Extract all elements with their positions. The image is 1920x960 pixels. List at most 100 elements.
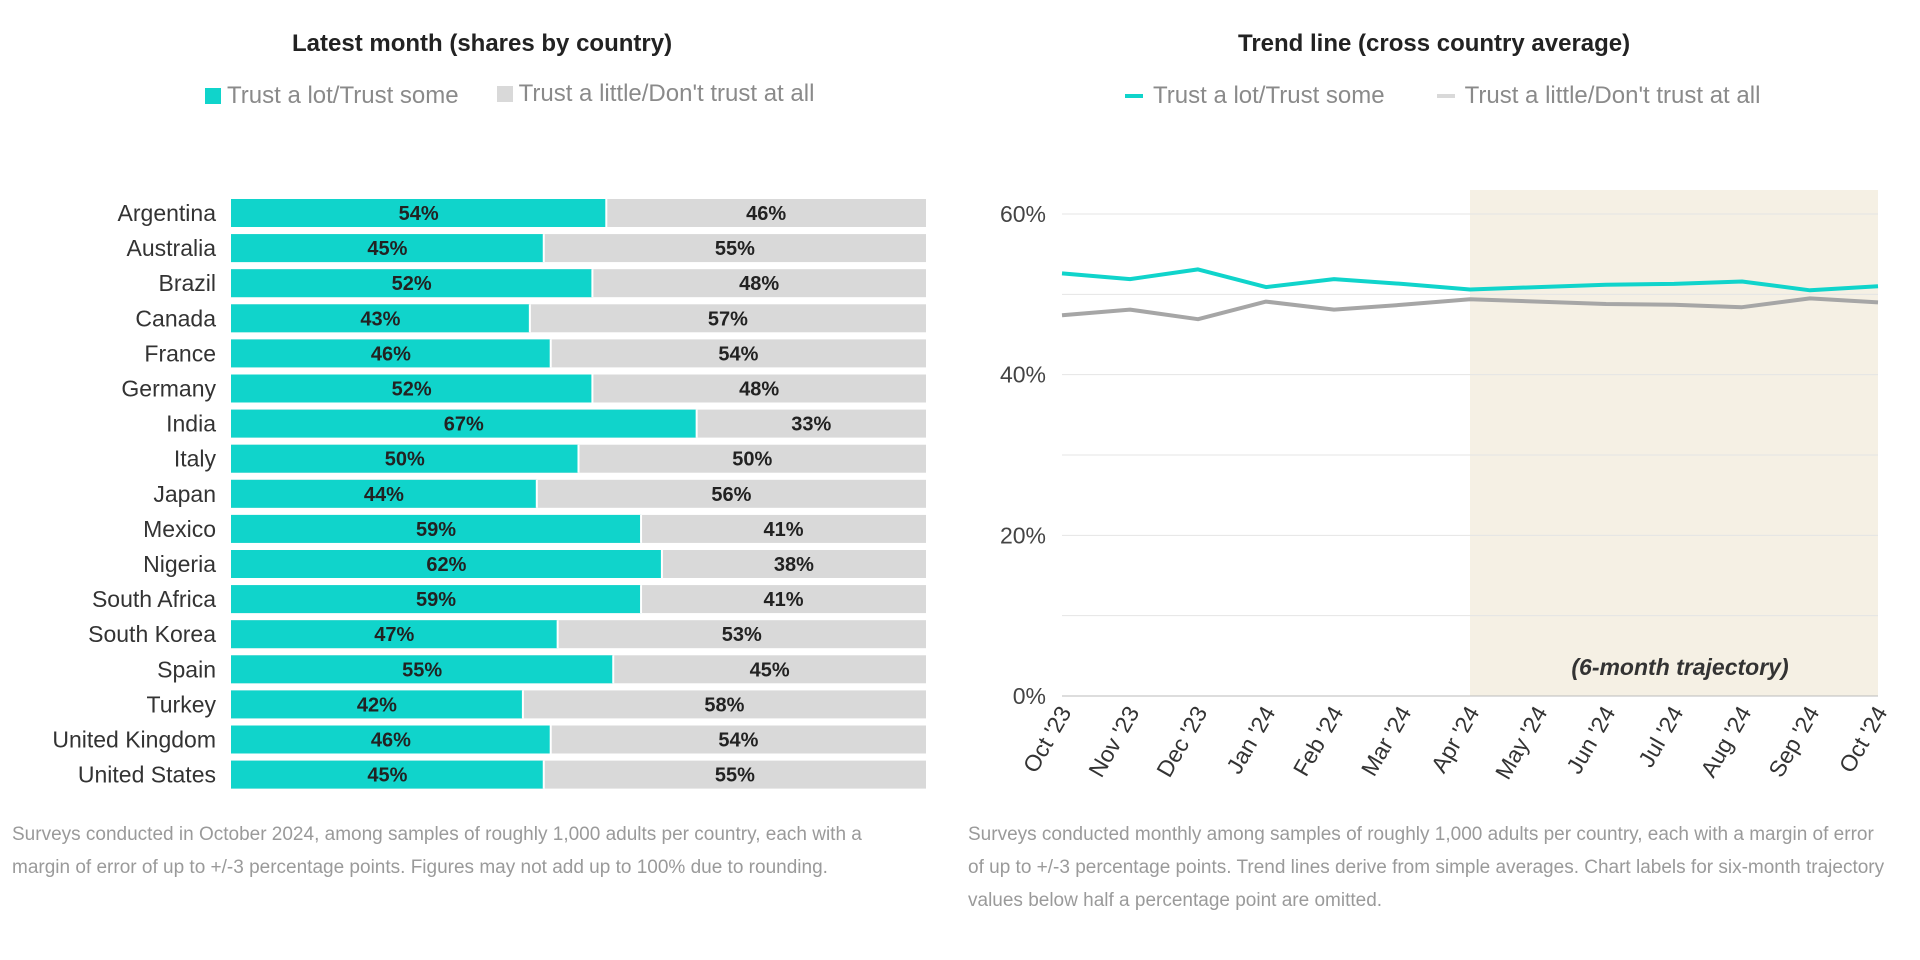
data-label-distrust: 55% (715, 238, 755, 260)
legend-item-distrust: Trust a little/Don't trust at all (496, 80, 815, 108)
data-label-distrust: 53% (722, 624, 762, 646)
right-footnote: Surveys conducted monthly among samples … (968, 824, 1885, 911)
x-tick-label: Mar '24 (1356, 701, 1417, 780)
bar-trust-16 (231, 760, 544, 789)
trajectory-highlight (1470, 190, 1878, 696)
distrust-swatch (496, 86, 513, 102)
category-label: Argentina (118, 200, 217, 226)
y-tick-label: 40% (1000, 362, 1046, 388)
data-label-trust: 45% (367, 238, 407, 260)
data-label-trust: 47% (374, 624, 414, 646)
bar-trust-2 (231, 269, 593, 298)
x-tick-label: Aug '24 (1695, 701, 1756, 781)
data-label-distrust: 56% (711, 484, 751, 506)
legend-label-distrust-line: Trust a little/Don't trust at all (1464, 82, 1761, 109)
data-label-distrust: 48% (739, 273, 779, 295)
category-label: Spain (157, 656, 216, 682)
x-tick-label: May '24 (1490, 701, 1553, 783)
data-label-trust: 50% (385, 449, 425, 471)
bar-trust-7 (231, 444, 579, 473)
legend-label-distrust: Trust a little/Don't trust at all (518, 80, 815, 107)
x-tick-label: Oct '23 (1018, 702, 1077, 777)
category-label: Italy (174, 446, 217, 472)
data-label-distrust: 45% (750, 659, 790, 681)
legend-item-trust-line: Trust a lot/Trust some (1125, 82, 1385, 110)
data-label-trust: 44% (364, 484, 404, 506)
category-label: United States (78, 762, 216, 788)
x-tick-label: Nov '23 (1083, 702, 1144, 782)
category-label: United Kingdom (52, 727, 216, 753)
x-tick-label: Apr '24 (1426, 701, 1485, 777)
data-label-trust: 62% (426, 554, 466, 576)
category-label: South Korea (88, 621, 216, 647)
data-label-trust: 52% (392, 273, 432, 295)
data-label-distrust: 54% (718, 730, 758, 752)
right-legend: Trust a lot/Trust some Trust a little/Do… (1125, 82, 1798, 110)
data-label-trust: 52% (392, 379, 432, 401)
bar-trust-0 (231, 199, 607, 227)
bar-trust-6 (231, 409, 697, 438)
stacked-bar-chart: Argentina 54% 46% Australia 45% 55% Brazil 52% 4… (52, 199, 926, 789)
bar-trust-9 (231, 514, 642, 543)
trajectory-annotation: (6-month trajectory) (1571, 654, 1788, 680)
data-label-trust: 59% (416, 589, 456, 611)
left-chart-title: Latest month (shares by country) (292, 30, 673, 57)
bar-trust-11 (231, 585, 642, 614)
y-tick-label: 60% (1000, 201, 1046, 227)
y-tick-label: 0% (1013, 683, 1046, 709)
legend-label-trust: Trust a lot/Trust some (227, 82, 459, 109)
trust-line-swatch (1125, 94, 1143, 98)
data-label-trust: 42% (357, 694, 397, 716)
trust-swatch (205, 88, 221, 104)
data-label-distrust: 57% (708, 308, 748, 330)
data-label-distrust: 33% (791, 414, 831, 436)
right-chart-title: Trend line (cross country average) (1238, 30, 1631, 57)
bar-trust-13 (231, 655, 614, 684)
category-label: Brazil (158, 270, 216, 296)
x-tick-label: Jul '24 (1633, 701, 1689, 771)
data-label-trust: 67% (444, 414, 484, 436)
bar-trust-15 (231, 725, 551, 754)
data-label-distrust: 48% (739, 379, 779, 401)
legend-label-trust-line: Trust a lot/Trust some (1153, 82, 1385, 109)
category-label: Japan (153, 481, 216, 507)
data-label-distrust: 46% (746, 203, 786, 225)
left-legend: Trust a lot/Trust some Trust a little/Do… (205, 80, 852, 110)
data-label-distrust: 54% (718, 343, 758, 365)
bar-trust-1 (231, 234, 544, 263)
x-tick-label: Oct '24 (1834, 701, 1893, 777)
category-label: Turkey (147, 691, 217, 717)
category-label: Canada (135, 305, 216, 331)
bar-trust-5 (231, 374, 593, 403)
left-footnote: Surveys conducted in October 2024, among… (12, 824, 862, 878)
category-label: India (166, 411, 216, 437)
x-tick-label: Jun '24 (1561, 701, 1620, 778)
category-label: Nigeria (143, 551, 216, 577)
legend-item-distrust-line: Trust a little/Don't trust at all (1436, 82, 1761, 110)
category-label: Australia (127, 235, 217, 261)
x-tick-label: Feb '24 (1288, 701, 1349, 780)
bar-trust-10 (231, 550, 662, 578)
legend-item-trust: Trust a lot/Trust some (205, 82, 459, 110)
bar-trust-14 (231, 690, 523, 719)
y-tick-label: 20% (1000, 522, 1046, 548)
data-label-distrust: 38% (774, 554, 814, 576)
bar-trust-12 (231, 620, 558, 649)
data-label-trust: 55% (402, 659, 442, 681)
data-label-trust: 46% (371, 730, 411, 752)
category-label: France (144, 340, 216, 366)
data-label-trust: 45% (367, 765, 407, 787)
data-label-distrust: 50% (732, 449, 772, 471)
bar-trust-8 (231, 479, 537, 508)
bar-trust-3 (231, 304, 530, 333)
trend-line-chart: 0% 20% 40% 60% (6-month trajectory) Oct '23 No… (1000, 190, 1893, 784)
x-tick-label: Sep '24 (1763, 701, 1824, 781)
data-label-distrust: 55% (715, 765, 755, 787)
category-label: South Africa (92, 586, 216, 612)
data-label-trust: 43% (360, 308, 400, 330)
data-label-distrust: 41% (764, 589, 804, 611)
x-tick-label: Jan '24 (1221, 701, 1280, 778)
data-label-distrust: 58% (704, 694, 744, 716)
category-label: Germany (121, 376, 216, 402)
category-label: Mexico (143, 516, 216, 542)
